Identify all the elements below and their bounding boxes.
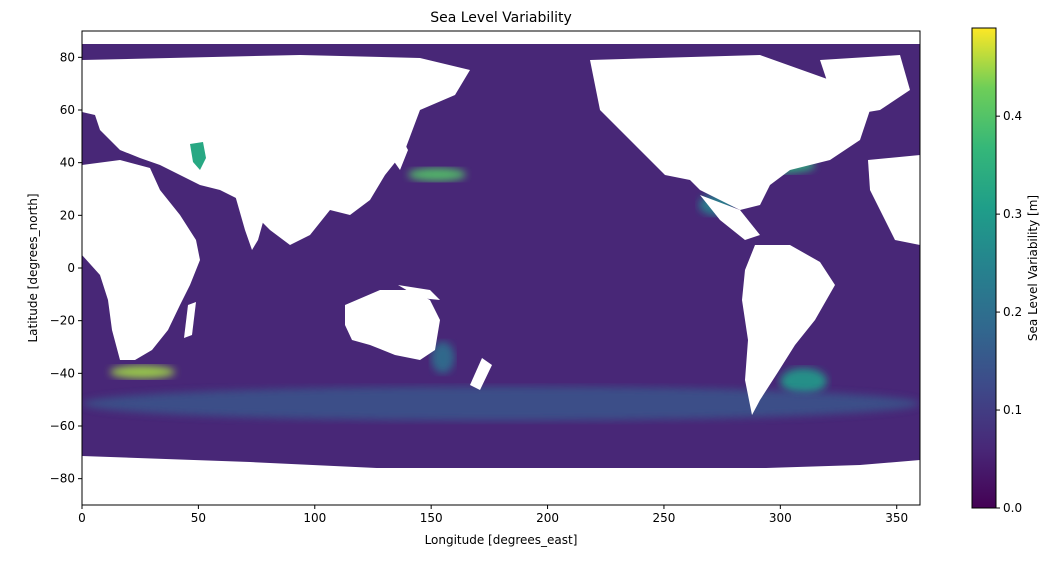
arctic-edge (82, 31, 920, 44)
x-tick-label: 350 (885, 511, 908, 525)
colorbar-gradient (971, 27, 997, 509)
x-tick-label: 0 (78, 511, 86, 525)
y-tick-label: −60 (50, 419, 75, 433)
north-america-landmass (590, 55, 870, 210)
feature-agulhas-retroflection (109, 365, 176, 379)
colorbar-tick-label: 0.4 (1003, 109, 1022, 123)
feature-brazil-malvinas-confluence (780, 368, 827, 395)
australia-landmass (345, 290, 440, 360)
feature-east-australian-current (431, 341, 455, 374)
colorbar: 0.0 0.1 0.2 0.3 0.4 Sea Level Variability [m… (971, 27, 1040, 515)
y-tick-label: −80 (50, 472, 75, 486)
x-tick-label: 50 (191, 511, 206, 525)
x-tick-label: 300 (769, 511, 792, 525)
y-tick-label: 0 (67, 261, 75, 275)
japan-landmass (390, 135, 408, 170)
eurasia-landmass (82, 55, 470, 245)
land-mask (82, 31, 920, 505)
x-tick-label: 200 (536, 511, 559, 525)
y-tick-label: 40 (60, 156, 75, 170)
y-axis: 80 60 40 20 0 −20 −40 −60 −80 (50, 50, 82, 486)
colorbar-ticks: 0.0 0.1 0.2 0.3 0.4 (996, 109, 1022, 515)
feature-southern-ocean-band (82, 386, 920, 421)
x-axis: 0 50 100 150 200 250 300 350 (78, 505, 908, 525)
colorbar-tick-label: 0.3 (1003, 207, 1022, 221)
colorbar-label: Sea Level Variability [m] (1026, 195, 1040, 341)
colorbar-tick-label: 0.0 (1003, 501, 1022, 515)
south-america-landmass (742, 245, 835, 415)
india-landmass (235, 195, 265, 250)
chart-title: Sea Level Variability (430, 10, 572, 26)
y-tick-label: 20 (60, 208, 75, 222)
colorbar-tick-label: 0.1 (1003, 403, 1022, 417)
new-zealand-landmass (470, 358, 492, 390)
y-tick-label: −20 (50, 314, 75, 328)
colorbar-tick-label: 0.2 (1003, 305, 1022, 319)
x-axis-label: Longitude [degrees_east] (425, 533, 578, 547)
y-axis-label: Latitude [degrees_north] (26, 193, 40, 342)
new-guinea-landmass (398, 285, 440, 300)
y-tick-label: 60 (60, 103, 75, 117)
x-tick-label: 250 (652, 511, 675, 525)
antarctica-edge (82, 456, 920, 505)
africa-landmass (82, 160, 200, 360)
plot-area (82, 31, 920, 505)
feature-kuroshio-extension (407, 167, 467, 182)
y-tick-label: 80 (60, 50, 75, 64)
central-america-landmass (700, 195, 760, 240)
y-tick-label: −40 (50, 366, 75, 380)
x-tick-label: 100 (303, 511, 326, 525)
caspian-sea (190, 142, 206, 170)
greenland-landmass (820, 55, 910, 115)
europe-landmass (868, 155, 920, 245)
x-tick-label: 150 (420, 511, 443, 525)
madagascar-landmass (184, 302, 196, 338)
